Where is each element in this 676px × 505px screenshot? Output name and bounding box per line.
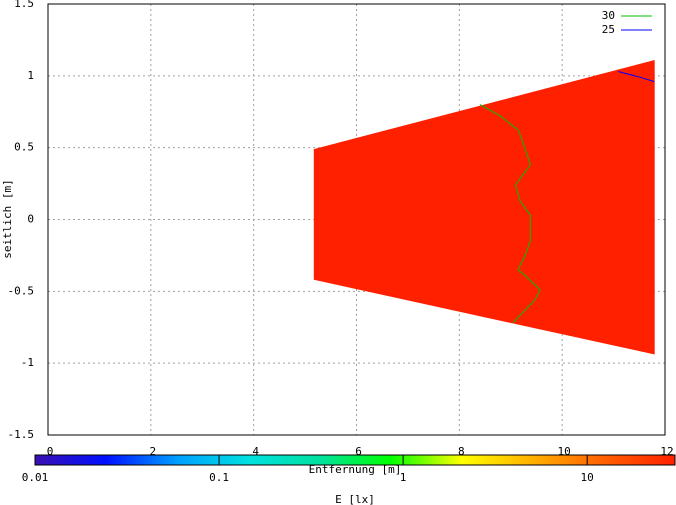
x-tick-label: 6 <box>355 445 362 458</box>
colorbar <box>34 454 676 466</box>
x-tick-label: 0 <box>47 445 54 458</box>
y-tick-label: 0 <box>27 213 34 226</box>
contour-line <box>479 104 541 324</box>
y-tick-label: -1.5 <box>8 428 35 441</box>
colorbar-tick-label: 0.1 <box>209 471 229 484</box>
y-axis-label: seitlich [m] <box>1 179 14 258</box>
legend-label: 30 <box>602 9 615 22</box>
plot-frame <box>47 3 666 436</box>
colorbar-tick-label: 0.01 <box>22 471 49 484</box>
y-tick-label: 1 <box>27 69 34 82</box>
x-tick-label: 4 <box>252 445 259 458</box>
y-tick-label: -0.5 <box>8 284 35 297</box>
x-tick-label: 2 <box>150 445 157 458</box>
y-tick-label: -1 <box>21 356 34 369</box>
y-tick-label: 0.5 <box>14 141 34 154</box>
colorbar-label: E [lx] <box>335 493 375 505</box>
colorbar-tick-label: 10 <box>581 471 594 484</box>
x-axis-label: Entfernung [m] <box>309 463 402 476</box>
surface <box>313 60 655 355</box>
legend-label: 25 <box>602 23 615 36</box>
contour-line <box>618 71 655 83</box>
x-tick-label: 8 <box>458 445 465 458</box>
colorbar-tick-label: 1 <box>400 471 407 484</box>
y-tick-label: 1.5 <box>14 0 34 10</box>
